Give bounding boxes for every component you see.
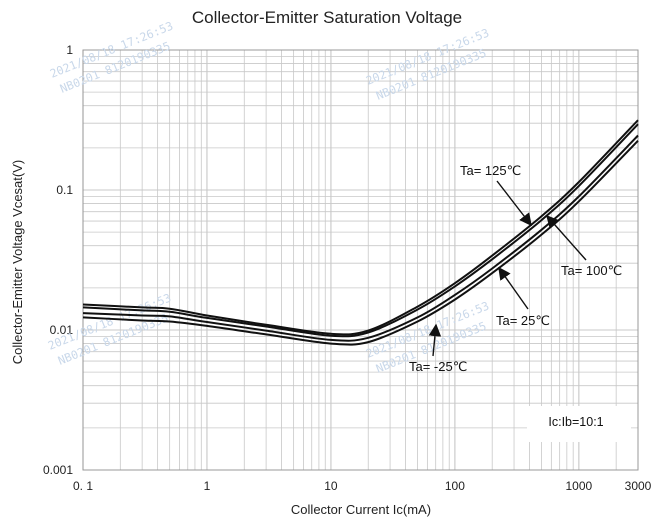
series-line-2 (82, 123, 639, 338)
annotation-arrow-125 (496, 180, 532, 227)
y-tick-labels: 0.001 0.01 0.1 1 (43, 43, 73, 477)
series-lines (82, 119, 639, 346)
annotation-arrow-minus25 (428, 323, 442, 357)
x-tick-label: 3000 (625, 479, 651, 493)
annotation-arrow-25 (498, 266, 529, 310)
y-tick-label: 1 (66, 43, 73, 57)
condition-note: Ic:Ib=10:1 (548, 415, 603, 429)
series-line-1 (82, 134, 639, 342)
plot-border (82, 49, 639, 471)
x-tick-label: 10 (324, 479, 338, 493)
x-tick-labels: 0. 1 1 10 100 1000 3000 (73, 479, 651, 493)
y-tick-label: 0.1 (56, 183, 73, 197)
y-tick-label: 0.001 (43, 463, 73, 477)
x-tick-label: 0. 1 (73, 479, 93, 493)
x-tick-label: 1000 (566, 479, 593, 493)
x-tick-label: 100 (445, 479, 465, 493)
series-line-0 (82, 140, 639, 346)
x-tick-label: 1 (204, 479, 211, 493)
y-axis-label: Collector-Emitter Voltage Vcesat(V) (10, 160, 25, 364)
annotation-arrow-100 (546, 214, 587, 261)
chart-title: Collector-Emitter Saturation Voltage (192, 8, 462, 27)
series-line-3 (82, 119, 639, 336)
annotation-125: Ta= 125℃ (460, 163, 521, 178)
y-tick-label: 0.01 (50, 323, 74, 337)
annotation-100: Ta= 100℃ (561, 263, 622, 278)
annotation-minus25: Ta= -25℃ (409, 359, 467, 374)
condition-note-box (527, 406, 631, 442)
annotation-25: Ta= 25℃ (496, 313, 550, 328)
x-axis-label: Collector Current Ic(mA) (291, 502, 431, 517)
